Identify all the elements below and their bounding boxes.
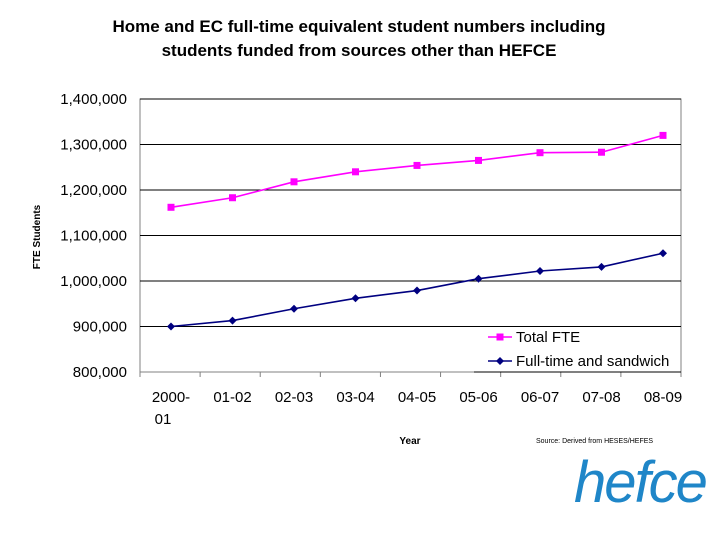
data-point: [290, 178, 298, 186]
source-note: Source: Derived from HESES/HEFES: [536, 438, 653, 445]
data-point: [659, 249, 667, 258]
data-point: [536, 149, 544, 157]
data-point: [167, 203, 175, 211]
y-tick-label: 900,000: [73, 319, 127, 336]
x-tick-label: 07-08: [582, 389, 620, 406]
data-point: [167, 322, 175, 331]
x-axis-label: Year: [399, 436, 420, 447]
legend: Total FTE Full-time and sandwich: [474, 329, 681, 373]
y-tick-label: 1,300,000: [60, 137, 127, 154]
chart-title-line-2: students funded from sources other than …: [162, 41, 557, 60]
data-point: [474, 274, 483, 283]
data-point: [536, 266, 544, 275]
hefce-logo: hefce: [574, 450, 707, 515]
data-point: [351, 294, 360, 303]
legend-marker: [496, 357, 504, 365]
data-point: [475, 156, 482, 164]
data-point: [413, 286, 421, 295]
y-axis-ticks: 800,000 900,000 1,000,000 1,100,000 1,200,00…: [60, 91, 127, 381]
x-tick-label: 08-09: [644, 389, 682, 406]
y-axis-label: FTE Students: [32, 204, 43, 269]
x-tick-label: 01: [155, 411, 172, 428]
x-tick-label: 06-07: [521, 389, 559, 406]
x-tick-label: 01-02: [213, 389, 251, 406]
data-point: [597, 262, 606, 271]
y-tick-label: 1,100,000: [60, 228, 127, 245]
y-tick-label: 1,000,000: [60, 273, 127, 290]
x-tick-label: 02-03: [275, 389, 313, 406]
legend-marker: [496, 333, 504, 341]
data-point: [413, 161, 421, 169]
legend-label: Full-time and sandwich: [516, 353, 669, 370]
gridlines: [140, 98, 681, 327]
data-point: [290, 304, 298, 313]
series-layer: [167, 131, 667, 331]
y-tick-label: 1,200,000: [60, 182, 127, 199]
x-tick-label: 03-04: [336, 389, 374, 406]
x-tick-label: 2000-: [152, 389, 190, 406]
chart-title-line-1: Home and EC full-time equivalent student…: [112, 17, 605, 36]
data-point: [229, 194, 236, 202]
legend-label: Total FTE: [516, 329, 580, 346]
x-axis-ticks: 2000- 01 01-02 02-03 03-04 04-05 05-06 06-07 07-…: [139, 372, 682, 428]
y-tick-label: 1,400,000: [60, 91, 127, 108]
data-point: [598, 148, 605, 156]
data-point: [352, 168, 359, 176]
chart-title: Home and EC full-time equivalent student…: [112, 17, 605, 60]
y-tick-label: 800,000: [73, 364, 127, 381]
data-point: [228, 316, 237, 325]
x-tick-label: 04-05: [398, 389, 436, 406]
data-point: [659, 131, 667, 139]
x-tick-label: 05-06: [459, 389, 497, 406]
